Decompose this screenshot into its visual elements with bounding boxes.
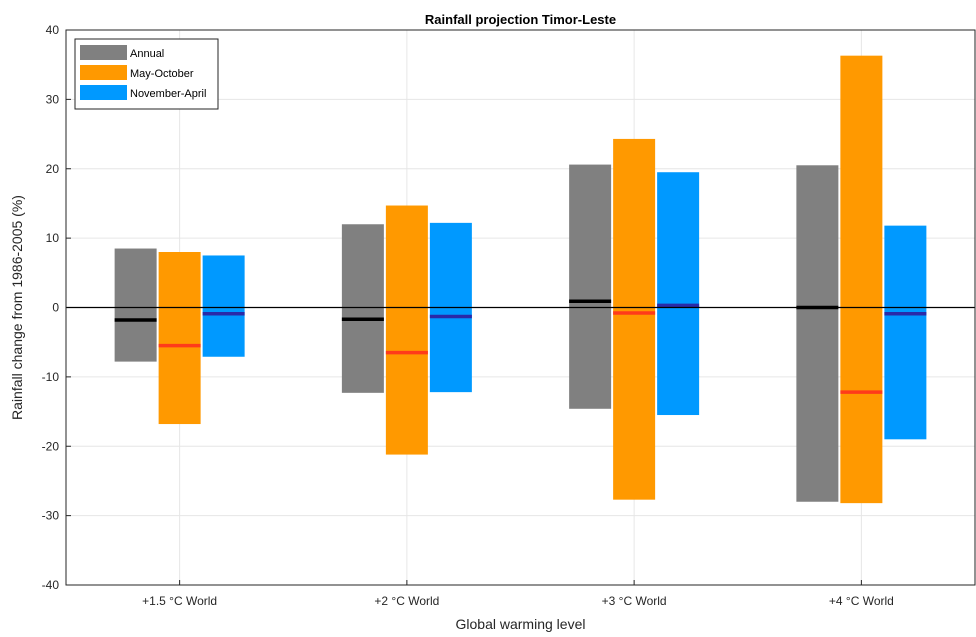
y-tick-label: 10 — [46, 231, 60, 245]
axes — [65, 29, 976, 586]
legend-swatch — [80, 85, 127, 100]
legend-label: Annual — [130, 48, 164, 60]
bar-november-april — [202, 255, 245, 357]
bar-groups — [114, 55, 927, 504]
legend-label: May-October — [130, 68, 194, 80]
legend-swatch — [80, 65, 127, 80]
y-tick-label: 40 — [46, 23, 60, 37]
legend-label: November-April — [130, 88, 206, 100]
plot-frame — [65, 29, 976, 586]
legend-swatch — [80, 45, 127, 60]
y-tick-label: 0 — [52, 301, 59, 315]
legend: Annual May-October November-April — [74, 38, 219, 110]
bar-annual — [341, 224, 384, 393]
y-axis-label: Rainfall change from 1986-2005 (%) — [9, 195, 25, 420]
bar-november-april — [884, 225, 927, 440]
x-tick-label: +2 °C World — [374, 594, 439, 608]
bar-annual — [569, 164, 612, 409]
x-axis-label: Global warming level — [456, 616, 586, 632]
bar-annual — [796, 165, 839, 502]
y-tick-label: 20 — [46, 162, 60, 176]
bar-november-april — [657, 172, 700, 416]
y-tick-label: -10 — [42, 370, 60, 384]
y-tick-label: -30 — [42, 509, 60, 523]
chart-title: Rainfall projection Timor-Leste — [425, 12, 616, 27]
bar-may-october — [840, 55, 883, 504]
tick-labels: -40 -30 -20 -10 0 10 20 30 40 +1.5 °C World +2 °C … — [42, 23, 894, 608]
x-tick-label: +4 °C World — [829, 594, 894, 608]
y-tick-label: 30 — [46, 92, 60, 106]
bar-annual — [114, 248, 157, 362]
y-tick-label: -20 — [42, 439, 60, 453]
x-tick-label: +1.5 °C World — [142, 594, 217, 608]
x-tick-label: +3 °C World — [602, 594, 667, 608]
bar-may-october — [158, 252, 201, 425]
bar-may-october — [385, 205, 428, 455]
bar-may-october — [613, 138, 656, 500]
y-tick-label: -40 — [42, 578, 60, 592]
